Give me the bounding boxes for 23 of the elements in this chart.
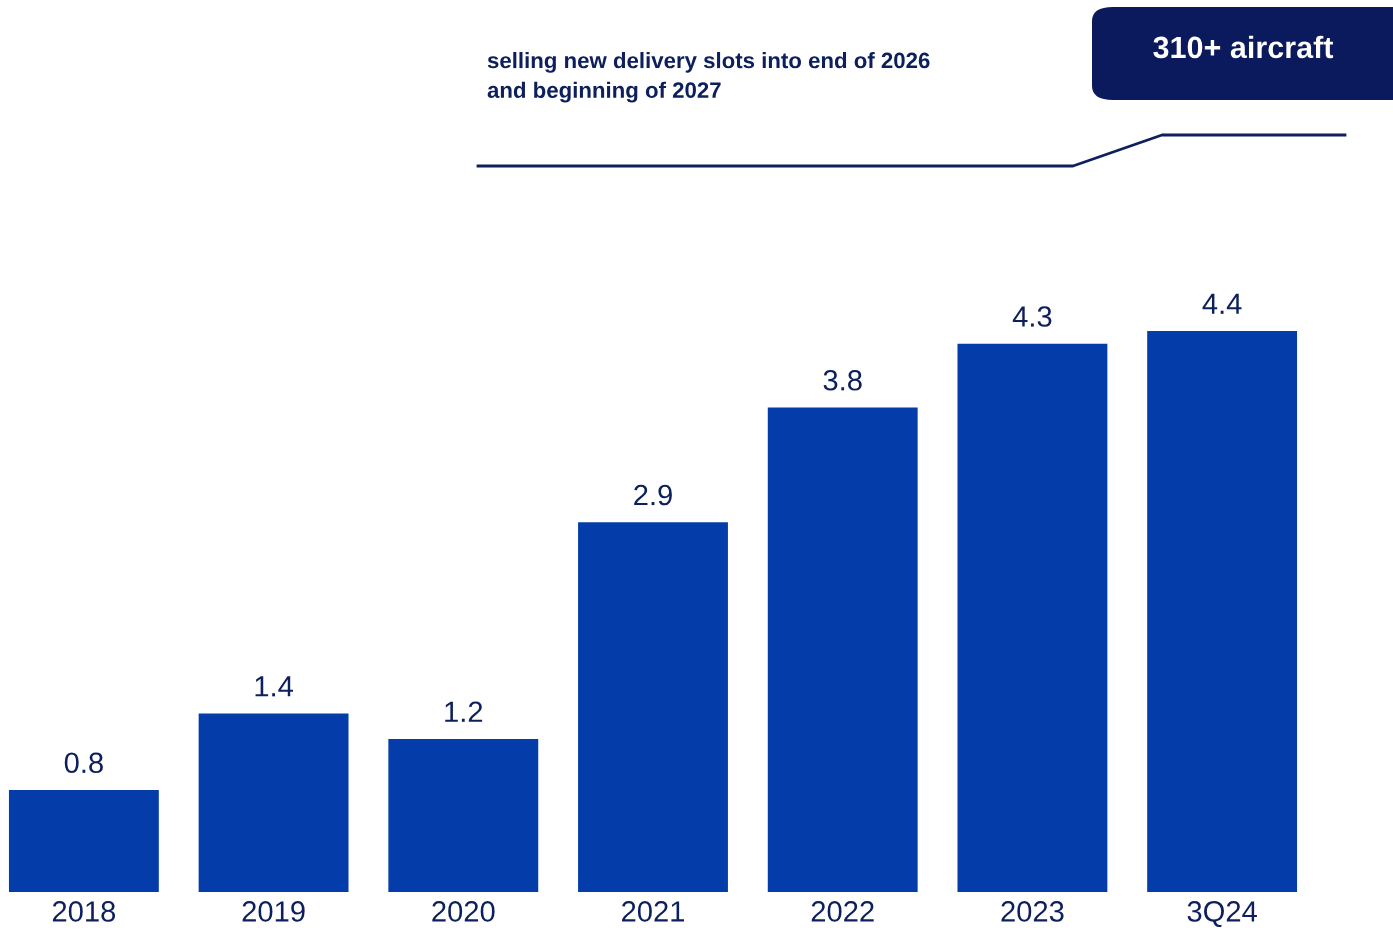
data-label: 4.4	[1202, 293, 1242, 314]
data-label: 3.8	[823, 369, 862, 391]
x-tick-label: 2019	[242, 901, 305, 922]
x-tick-label: 3Q24	[1187, 901, 1257, 927]
text: selling new delivery slots into end of 2026 and beginning of 2027	[487, 52, 930, 103]
bar	[957, 343, 1108, 892]
bar	[767, 407, 918, 892]
x-tick-label: 2023	[1001, 901, 1064, 922]
x-tick-label: 2021	[622, 901, 685, 922]
bar	[388, 739, 539, 892]
x-tick-label: 2018	[52, 901, 116, 922]
text: 310+ aircraft	[1153, 35, 1334, 59]
data-label: 4.3	[1012, 306, 1052, 327]
bar	[578, 522, 728, 892]
data-label: 1.2	[445, 701, 483, 722]
bar	[198, 713, 349, 892]
data-label: 2.9	[634, 484, 672, 506]
data-label: 0.8	[64, 752, 103, 774]
x-tick-label: 2022	[811, 901, 874, 922]
data-label: 1.4	[255, 676, 294, 697]
bar	[8, 790, 159, 892]
bar	[1147, 331, 1298, 892]
x-tick-label: 2020	[432, 901, 495, 922]
